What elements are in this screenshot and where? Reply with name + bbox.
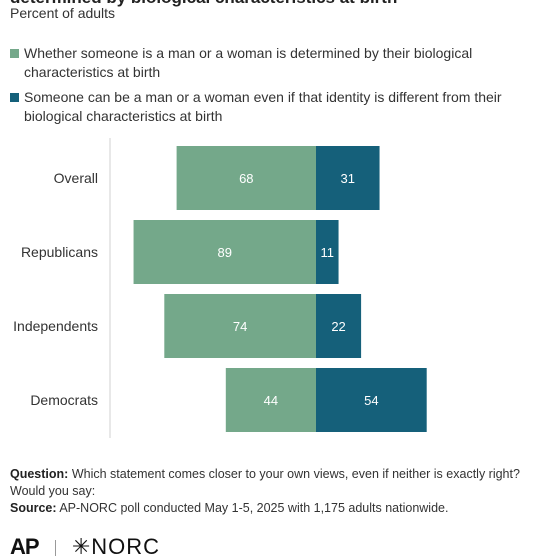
source-label: Source: — [10, 501, 57, 515]
category-label: Democrats — [30, 392, 98, 408]
bar-identity — [316, 368, 427, 432]
chart-title: determined by biological characteristics… — [10, 0, 540, 8]
footer-logos: AP ✳NORC — [10, 534, 160, 559]
data-label-biological: 68 — [239, 171, 253, 186]
data-label-identity: 31 — [341, 171, 355, 186]
logo-divider — [54, 540, 56, 557]
data-label-biological: 74 — [233, 319, 247, 334]
source-text: AP-NORC poll conducted May 1-5, 2025 wit… — [59, 501, 449, 515]
data-label-biological: 44 — [264, 393, 278, 408]
bar-identity — [316, 294, 362, 358]
chart-notes: Question: Which statement comes closer t… — [10, 466, 540, 517]
bar-biological — [164, 294, 316, 358]
data-label-identity: 11 — [321, 245, 335, 260]
data-label-identity: 54 — [364, 393, 378, 408]
legend-swatch-identity — [10, 93, 19, 102]
ap-logo: AP — [10, 534, 40, 559]
category-label: Republicans — [21, 244, 98, 260]
bar-identity — [316, 146, 380, 210]
bar-chart: Overall 68 31 Republicans 89 11 Independents 74… — [13, 138, 427, 438]
legend-label-identity: Someone can be a man or a woman even if … — [24, 89, 502, 124]
legend-item-identity: Someone can be a man or a woman even if … — [10, 88, 545, 126]
category-label: Independents — [13, 318, 98, 334]
question-text: Which statement comes closer to your own… — [10, 467, 520, 498]
norc-logo-text: NORC — [91, 534, 161, 559]
bar-biological — [133, 220, 316, 284]
norc-logo: ✳NORC — [71, 534, 161, 559]
legend-item-biological: Whether someone is a man or a woman is d… — [10, 44, 545, 82]
legend: Whether someone is a man or a woman is d… — [10, 44, 545, 132]
legend-swatch-biological — [10, 49, 19, 58]
data-label-biological: 89 — [218, 245, 232, 260]
bar-biological — [176, 146, 316, 210]
data-label-identity: 22 — [331, 319, 345, 334]
category-label: Overall — [54, 170, 98, 186]
question-label: Question: — [10, 467, 69, 481]
legend-label-biological: Whether someone is a man or a woman is d… — [24, 45, 473, 80]
question-note: Question: Which statement comes closer t… — [10, 466, 540, 500]
bar-biological — [225, 368, 316, 432]
bar-identity — [316, 220, 339, 284]
source-note: Source: AP-NORC poll conducted May 1-5, … — [10, 500, 540, 517]
chart-subtitle: Percent of adults — [10, 5, 116, 21]
